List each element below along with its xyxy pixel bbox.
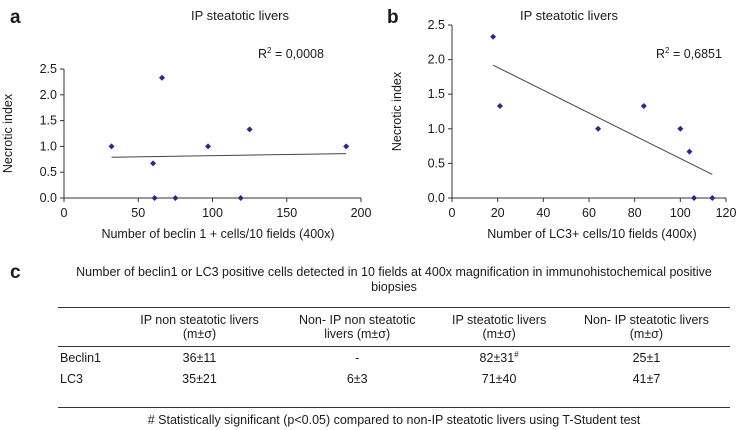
header-line: IP non steatotic livers bbox=[140, 313, 259, 327]
chart-title: IP steatotic livers bbox=[191, 8, 290, 23]
data-point bbox=[691, 195, 698, 201]
table-header-non-ip-steatotic: Non- IP steatotic livers (m±σ) bbox=[563, 309, 730, 347]
table-bottom-rule bbox=[58, 407, 730, 408]
y-tick-label: 1.5 bbox=[40, 114, 57, 128]
data-point bbox=[490, 33, 497, 40]
significance-mark: # bbox=[514, 349, 519, 359]
x-axis-label: Number of LC3+ cells/10 fields (400x) bbox=[487, 227, 696, 241]
table-cell: 82±31# bbox=[435, 347, 562, 369]
data-point bbox=[496, 102, 503, 109]
trend-line bbox=[492, 64, 713, 175]
row-label: LC3 bbox=[60, 371, 83, 386]
r-squared-value: = 0,0008 bbox=[271, 47, 324, 61]
y-tick-label: 2.0 bbox=[40, 88, 57, 102]
table-top-rule bbox=[58, 307, 730, 308]
data-point bbox=[159, 74, 166, 81]
data-point bbox=[151, 195, 158, 201]
x-tick-label: 20 bbox=[491, 206, 505, 220]
cell-value: 82±31 bbox=[479, 351, 515, 366]
header-line: (m±σ) bbox=[182, 327, 217, 341]
panel-letter-b: b bbox=[387, 7, 399, 28]
data-point bbox=[150, 160, 157, 167]
y-tick-label: 2.5 bbox=[428, 18, 445, 32]
r-squared-label: R bbox=[656, 47, 665, 61]
x-tick-label: 0 bbox=[61, 206, 68, 220]
data-point bbox=[709, 195, 716, 201]
table-cell: 6±3 bbox=[346, 371, 368, 386]
table-header-ip-steatotic: IP steatotic livers (m±σ) bbox=[435, 309, 562, 347]
data-point bbox=[108, 143, 115, 150]
table-cell: 36±11 bbox=[182, 350, 217, 365]
y-tick-label: 1.5 bbox=[428, 87, 445, 101]
y-axis-label: Necrotic index bbox=[1, 93, 15, 173]
table-caption: Number of beclin1 or LC3 positive cells … bbox=[76, 265, 712, 294]
x-tick-label: 40 bbox=[536, 206, 550, 220]
y-tick-label: 0.0 bbox=[40, 191, 57, 205]
panel-letter-a: a bbox=[10, 7, 21, 28]
header-line: Non- IP steatotic livers bbox=[584, 313, 709, 327]
table-footnote: # Statistically significant (p<0.05) com… bbox=[147, 413, 641, 427]
x-tick-label: 200 bbox=[351, 206, 372, 220]
x-tick-label: 150 bbox=[276, 206, 297, 220]
table-header-row: IP non steatotic livers (m±σ) Non- IP non… bbox=[58, 309, 730, 347]
table-row-lc3: LC3 35±21 6±3 71±40 41±7 bbox=[58, 368, 730, 389]
x-tick-label: 100 bbox=[670, 206, 691, 220]
table-cell: 71±40 bbox=[435, 368, 562, 389]
table-cell: 35±21 bbox=[182, 371, 217, 386]
cell-value: 71±40 bbox=[481, 372, 517, 387]
x-tick-label: 0 bbox=[449, 206, 456, 220]
scatter-chart-beclin1: 0.0 0.5 1.0 1.5 2.0 2.5 0 50 100 150 200 IP steatot… bbox=[1, 8, 372, 241]
r-squared-superscript: 2 bbox=[665, 46, 670, 55]
data-point bbox=[343, 143, 350, 150]
trend-line bbox=[111, 153, 347, 158]
data-point bbox=[246, 126, 253, 133]
y-tick-label: 0.0 bbox=[428, 191, 445, 205]
header-line: (m±σ) bbox=[482, 327, 516, 341]
header-line: (m±σ) bbox=[629, 327, 664, 341]
chart-title: IP steatotic livers bbox=[520, 8, 619, 23]
table-cell: - bbox=[355, 350, 360, 365]
y-tick-label: 1.0 bbox=[428, 122, 445, 136]
header-line: livers (m±σ) bbox=[324, 327, 391, 341]
y-tick-label: 2.5 bbox=[40, 62, 57, 76]
table-header-ip-non-steatotic: IP non steatotic livers (m±σ) bbox=[120, 309, 279, 347]
table-row-beclin1: Beclin1 36±11 - 82±31# 25±1 bbox=[58, 347, 730, 369]
table-header-blank bbox=[58, 309, 120, 347]
x-tick-label: 60 bbox=[582, 206, 596, 220]
x-tick-label: 120 bbox=[716, 206, 737, 220]
x-tick-label: 100 bbox=[202, 206, 223, 220]
cell-count-table: IP non steatotic livers (m±σ) Non- IP non… bbox=[58, 309, 730, 389]
row-label: Beclin1 bbox=[60, 350, 101, 365]
data-point bbox=[595, 125, 602, 132]
table-cell: 41±7 bbox=[632, 371, 661, 386]
data-point bbox=[237, 195, 244, 201]
x-axis-label: Number of beclin 1 + cells/10 fields (40… bbox=[101, 227, 334, 241]
table-header-non-ip-non-steatotic: Non- IP non steatotic livers (m±σ) bbox=[279, 309, 435, 347]
y-axis-label: Necrotic index bbox=[390, 71, 404, 151]
y-tick-label: 1.0 bbox=[40, 139, 57, 153]
data-point bbox=[172, 195, 179, 201]
data-point bbox=[677, 125, 684, 132]
data-point bbox=[205, 143, 212, 150]
r-squared-superscript: 2 bbox=[267, 46, 272, 55]
data-point bbox=[686, 148, 693, 155]
r-squared-value: = 0,6851 bbox=[669, 47, 722, 61]
header-line: Non- IP non steatotic bbox=[298, 313, 416, 327]
r-squared-label: R bbox=[258, 47, 267, 61]
r-squared-annotation: R2 = 0,6851 bbox=[656, 46, 722, 61]
r-squared-annotation: R2 = 0,0008 bbox=[258, 46, 324, 61]
y-tick-label: 0.5 bbox=[428, 156, 445, 170]
y-tick-label: 2.0 bbox=[428, 53, 445, 67]
header-line: IP steatotic livers bbox=[451, 313, 547, 327]
table-cell: 25±1 bbox=[632, 350, 661, 365]
panel-letter-c: c bbox=[10, 262, 21, 283]
y-tick-label: 0.5 bbox=[40, 165, 57, 179]
x-tick-label: 50 bbox=[131, 206, 145, 220]
data-point bbox=[640, 102, 647, 109]
scatter-chart-lc3: 0.0 0.5 1.0 1.5 2.0 2.5 0 20 40 60 80 100 120 IP stea… bbox=[390, 8, 737, 241]
x-tick-label: 80 bbox=[628, 206, 642, 220]
